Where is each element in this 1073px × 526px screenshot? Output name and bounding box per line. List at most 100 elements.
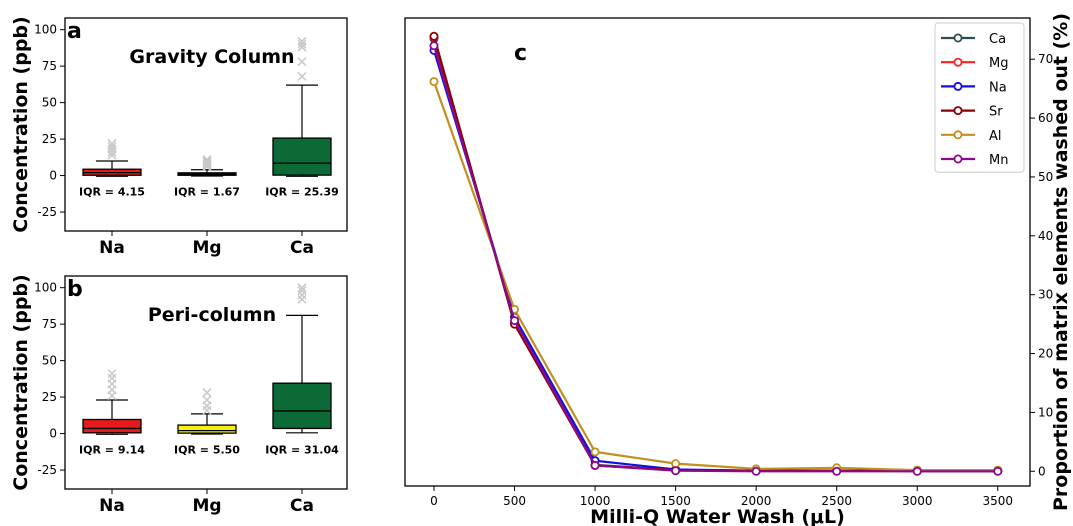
series-line (432, 50, 998, 473)
outlier-stroke (202, 388, 212, 398)
outlier-stroke (202, 395, 212, 405)
outlier-stroke (107, 138, 117, 148)
panel-c-line-chart: 0 500 1000 1500 2000 2500 3000 3500 0 10 20 30 40 50 6… (404, 13, 1072, 526)
iqr-label: IQR = 5.50 (174, 444, 240, 457)
x-category-label: Na (99, 238, 125, 258)
outlier-stroke (297, 71, 307, 81)
data-point (590, 460, 600, 470)
iqr-label: IQR = 1.67 (174, 186, 240, 199)
series-na (429, 45, 1003, 476)
iqr-label: IQR = 4.15 (79, 186, 145, 199)
box-ca (272, 137, 332, 176)
outlier-marker (107, 373, 117, 383)
panel-letter: a (67, 19, 82, 44)
legend-label: Mn (989, 153, 1008, 168)
outlier-marker (107, 138, 117, 148)
x-tick-label: 0 (430, 494, 438, 508)
panel-letter: b (67, 277, 83, 302)
series-ca (429, 34, 1003, 476)
legend-item: Al (941, 129, 1002, 144)
data-point (429, 31, 439, 41)
outlier-marker (297, 39, 307, 49)
plot-frame (404, 17, 1031, 487)
y-tick-label: 100 (34, 23, 57, 37)
plot-frame (64, 17, 348, 232)
y-tick-label: 0 (49, 169, 57, 183)
y-tick-label: 100 (34, 281, 57, 295)
data-point (912, 466, 922, 476)
series-line (432, 35, 998, 473)
outlier-stroke (297, 283, 307, 293)
x-category-label: Ca (290, 496, 314, 516)
legend-swatch-marker (953, 33, 963, 43)
legend-label: Al (989, 129, 1002, 144)
series-sr (429, 31, 1003, 476)
series-line (432, 81, 998, 472)
series-al (429, 77, 1003, 475)
y-tick-label: 75 (42, 317, 57, 331)
y-tick-label: 75 (42, 59, 57, 73)
data-point (590, 447, 600, 457)
legend-item: Mn (941, 153, 1008, 168)
legend-item: Na (941, 80, 1007, 95)
series-line (432, 45, 998, 473)
x-tick-label: 1500 (660, 494, 691, 508)
legend-label: Mg (989, 56, 1008, 71)
outlier-marker (107, 141, 117, 151)
outlier-marker (107, 369, 117, 379)
y-tick-label: 25 (42, 132, 57, 146)
y-tick-label: 70 (1038, 52, 1053, 66)
y-axis-label: Proportion of matrix elements washed out… (1050, 13, 1072, 511)
outlier-marker (202, 405, 212, 415)
legend-swatch-marker (953, 154, 963, 164)
outlier-marker (297, 71, 307, 81)
iqr-label: IQR = 31.04 (265, 444, 339, 457)
panel-title: Gravity Column (129, 46, 294, 68)
y-tick-label: 50 (42, 354, 57, 368)
box-ca (272, 382, 332, 430)
series-mg (429, 32, 1003, 476)
legend-swatch-marker (953, 106, 963, 116)
data-point (671, 466, 681, 476)
x-category-label: Mg (192, 496, 221, 516)
outlier-stroke (297, 36, 307, 46)
legend-swatch-marker (953, 57, 963, 67)
y-tick-label: 30 (1038, 288, 1053, 302)
y-tick-label: 40 (1038, 229, 1053, 243)
y-axis-label: Concentration (ppb) (10, 16, 32, 232)
outlier-stroke (107, 141, 117, 151)
box-mg (177, 424, 237, 434)
outlier-marker (297, 290, 307, 300)
series-line (432, 36, 998, 473)
legend-item: Sr (941, 105, 1003, 120)
outlier-marker (297, 36, 307, 46)
x-tick-label: 2500 (821, 494, 852, 508)
y-axis-label: Concentration (ppb) (10, 274, 32, 490)
x-category-label: Na (99, 496, 125, 516)
data-point (429, 77, 439, 87)
outlier-stroke (202, 157, 212, 167)
outlier-stroke (297, 286, 307, 296)
data-point (993, 466, 1003, 476)
outlier-marker (202, 156, 212, 166)
series-line (432, 38, 998, 473)
outlier-stroke (297, 57, 307, 67)
x-axis-label: Milli-Q Water Wash (μL) (590, 506, 845, 526)
legend-item: Mg (941, 56, 1008, 71)
plot-frame (64, 275, 348, 490)
x-tick-label: 3500 (983, 494, 1014, 508)
y-tick-label: 50 (42, 96, 57, 110)
y-tick-label: -25 (37, 463, 57, 477)
series-mn (429, 41, 1003, 476)
legend-label: Sr (989, 105, 1003, 120)
outlier-marker (297, 57, 307, 67)
y-tick-label: 50 (1038, 170, 1053, 184)
outlier-marker (202, 395, 212, 405)
data-point (832, 466, 842, 476)
box-na (82, 418, 142, 434)
legend-swatch-marker (953, 81, 963, 91)
y-tick-label: 60 (1038, 111, 1053, 125)
legend: Ca Mg Na Sr Al Mn (934, 22, 1025, 173)
x-category-label: Mg (192, 238, 221, 258)
